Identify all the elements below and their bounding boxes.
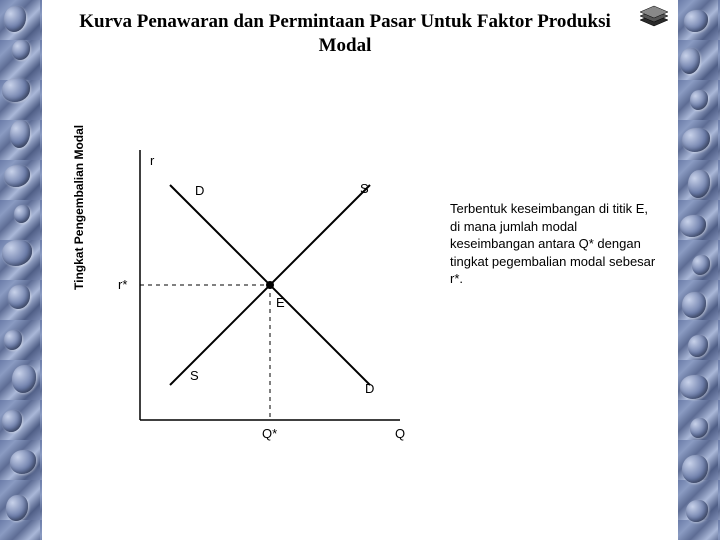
svg-text:Q*: Q* — [262, 426, 277, 441]
decorative-border-right — [678, 0, 720, 540]
explanation-text: Terbentuk keseimbangan di titik E, di ma… — [450, 200, 660, 288]
svg-text:E: E — [276, 295, 285, 310]
svg-text:S: S — [190, 368, 199, 383]
y-axis-label: Tingkat Pengembalian Modal — [72, 125, 86, 290]
decorative-border-left — [0, 0, 42, 540]
svg-text:r*: r* — [118, 277, 127, 292]
book-stack-icon — [638, 4, 672, 30]
svg-text:Q: Q — [395, 426, 405, 441]
svg-text:r: r — [150, 153, 155, 168]
svg-text:S: S — [360, 181, 369, 196]
svg-text:D: D — [365, 381, 374, 396]
page-title: Kurva Penawaran dan Permintaan Pasar Unt… — [60, 10, 630, 58]
chart-svg: r Qr* Q* D D S S E — [90, 140, 430, 460]
svg-text:D: D — [195, 183, 204, 198]
supply-demand-chart: Tingkat Pengembalian Modal rQr*Q*DDSSE — [90, 140, 430, 460]
